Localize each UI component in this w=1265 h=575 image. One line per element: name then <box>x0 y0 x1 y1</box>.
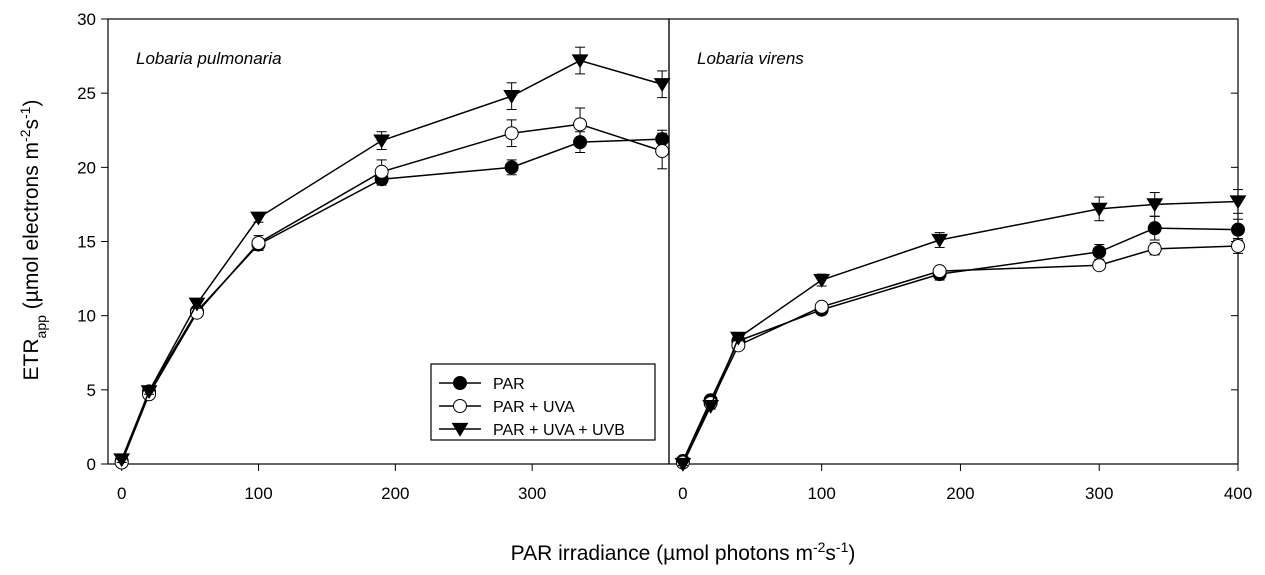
x-tick-label: 300 <box>1085 484 1113 503</box>
marker <box>453 376 467 390</box>
marker <box>1231 222 1245 237</box>
marker <box>251 235 266 250</box>
x-axis-label: PAR irradiance (µmol photons m-2s-1) <box>511 539 856 565</box>
legend-box <box>430 363 656 441</box>
legend-label: PAR + UVA <box>493 399 575 416</box>
plot-frame <box>668 18 1239 465</box>
label-part: -1 <box>836 539 849 555</box>
y-tick-label: 5 <box>87 381 96 400</box>
marker <box>1147 241 1162 256</box>
marker <box>453 399 467 413</box>
legend-label: PAR <box>493 376 525 393</box>
marker <box>504 160 519 175</box>
y-axis-label: ETRapp (µmol electrons m-2s-1) <box>17 100 49 381</box>
label-part: PAR irradiance (µmol photons m <box>511 542 813 565</box>
marker <box>1231 238 1245 253</box>
panel-annotation: Lobaria pulmonaria <box>136 49 282 68</box>
x-tick-label: 400 <box>1224 484 1252 503</box>
legend: PAR PAR + UVA PAR + UVA + UVB <box>430 363 656 441</box>
marker <box>1090 202 1108 217</box>
marker <box>932 264 947 279</box>
marker <box>504 126 519 141</box>
label-part: s <box>825 542 836 565</box>
x-tick-label: 200 <box>946 484 974 503</box>
x-tick-label: 0 <box>678 484 687 503</box>
label-part: -1 <box>17 106 33 119</box>
marker <box>140 385 158 400</box>
series <box>675 238 1245 470</box>
marker <box>250 211 267 226</box>
marker <box>573 117 588 132</box>
marker <box>1092 244 1107 259</box>
label-part: app <box>33 315 49 339</box>
series-line <box>682 245 1239 463</box>
marker <box>1146 198 1164 213</box>
y-tick-label: 0 <box>87 455 96 474</box>
marker <box>813 273 831 288</box>
marker <box>503 90 521 104</box>
label-part: ) <box>20 100 43 107</box>
series <box>113 46 671 468</box>
y-tick-label: 15 <box>77 233 96 252</box>
series-line <box>682 227 1239 462</box>
legend-label: PAR + UVA + UVB <box>493 422 625 439</box>
series-line <box>682 200 1239 465</box>
series <box>674 189 1247 472</box>
marker <box>702 400 720 414</box>
y-tick-label: 10 <box>77 307 96 326</box>
marker <box>1092 258 1107 273</box>
x-tick-label: 0 <box>117 484 126 503</box>
marker <box>1229 195 1247 210</box>
marker <box>451 422 469 437</box>
label-part: -2 <box>17 129 33 142</box>
x-tick-label: 200 <box>381 484 409 503</box>
marker <box>814 299 829 314</box>
label-part: -2 <box>813 539 826 555</box>
series-line <box>120 59 663 460</box>
marker <box>730 331 747 346</box>
y-tick-label: 20 <box>77 158 96 177</box>
label-part: (µmol electrons m <box>20 142 43 315</box>
marker <box>653 78 671 92</box>
x-tick-label: 300 <box>518 484 546 503</box>
marker <box>1147 221 1162 236</box>
marker <box>113 453 131 468</box>
marker <box>931 233 949 248</box>
marker <box>373 134 391 149</box>
panel-annotation: Lobaria virens <box>697 49 804 68</box>
marker <box>374 164 389 179</box>
label-part: s <box>20 119 43 130</box>
series-line <box>120 123 663 463</box>
marker <box>571 54 589 69</box>
marker <box>188 297 206 312</box>
label-part: ETR <box>20 338 43 380</box>
x-tick-label: 100 <box>244 484 272 503</box>
marker <box>674 457 692 472</box>
x-tick-label: 100 <box>807 484 835 503</box>
y-tick-label: 25 <box>77 84 96 103</box>
label-part: ) <box>848 542 855 565</box>
y-tick-label: 30 <box>77 10 96 29</box>
marker <box>655 144 670 159</box>
